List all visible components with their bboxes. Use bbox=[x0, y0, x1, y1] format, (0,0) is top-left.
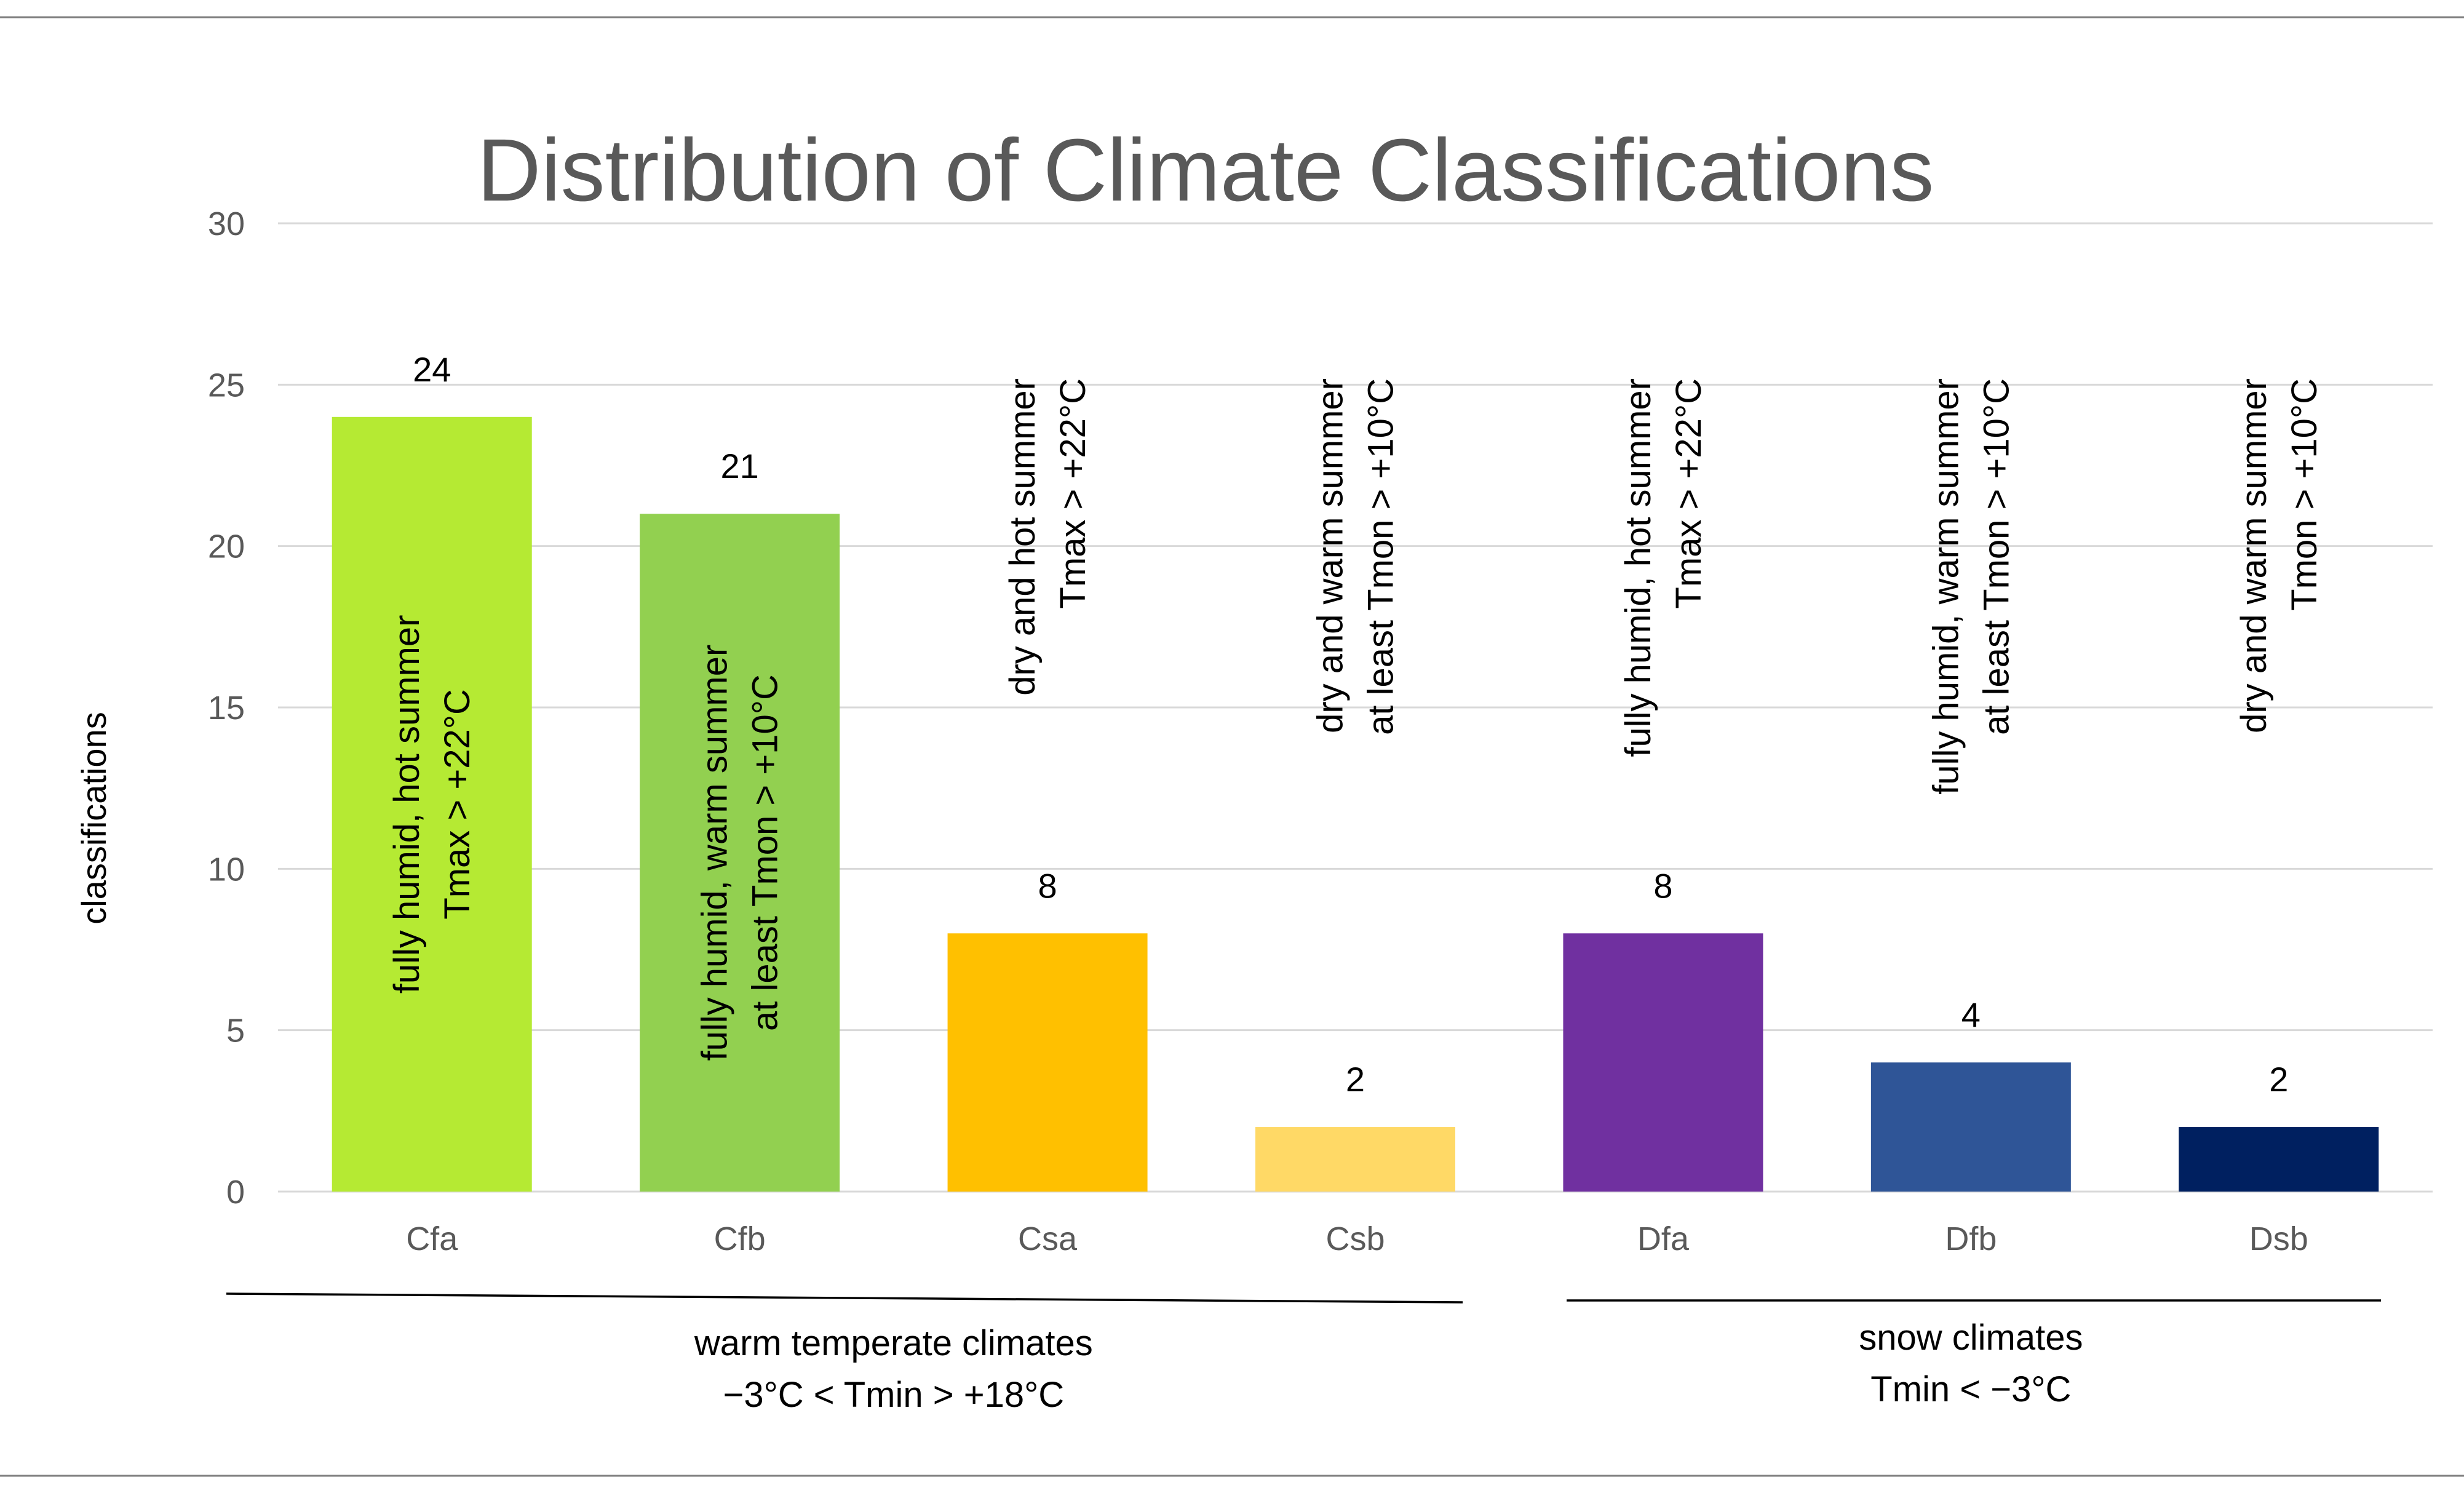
annotation-dsb: dry and warm summer Tmon > +10°C bbox=[2234, 378, 2324, 733]
y-axis-ticks: 0 5 10 15 20 25 30 bbox=[208, 205, 245, 1211]
data-label-dfa: 8 bbox=[1653, 866, 1672, 905]
y-tick-label-5: 5 bbox=[226, 1013, 245, 1049]
y-tick-label-25: 25 bbox=[208, 367, 245, 404]
bar-csa bbox=[947, 933, 1148, 1192]
x-tick-label-cfa: Cfa bbox=[406, 1220, 458, 1257]
annotation-cfa-line-1: fully humid, hot summer bbox=[387, 615, 427, 994]
y-tick-label-10: 10 bbox=[208, 851, 245, 888]
gridlines bbox=[278, 222, 2433, 1193]
data-labels: 24 21 8 2 8 4 2 bbox=[413, 350, 2288, 1099]
y-axis-title: classifications bbox=[74, 712, 113, 924]
y-tick-label-0: 0 bbox=[226, 1174, 245, 1211]
bar-csb bbox=[1255, 1127, 1455, 1192]
x-tick-label-dsb: Dsb bbox=[2249, 1220, 2308, 1257]
annotation-dsb-line-2: Tmon > +10°C bbox=[2284, 378, 2324, 611]
annotation-dfb: fully humid, warm summer at least Tmon > … bbox=[1926, 378, 2016, 795]
data-label-cfa: 24 bbox=[413, 350, 451, 389]
annotation-csb-line-1: dry and warm summer bbox=[1311, 378, 1351, 733]
data-label-csb: 2 bbox=[1346, 1060, 1365, 1099]
y-tick-label-20: 20 bbox=[208, 528, 245, 565]
annotation-dfa-line-1: fully humid, hot summer bbox=[1618, 378, 1658, 757]
group-line-warm-temperate-climates bbox=[226, 1292, 1463, 1304]
x-tick-label-cfb: Cfb bbox=[714, 1220, 766, 1257]
bar-cfb bbox=[640, 514, 840, 1192]
annotation-dsb-line-1: dry and warm summer bbox=[2234, 378, 2274, 733]
climate-groups: warm temperate climates −3°C < Tmin > +18… bbox=[226, 1292, 2381, 1415]
data-label-cfb: 21 bbox=[720, 447, 758, 485]
x-tick-label-dfb: Dfb bbox=[1945, 1220, 1997, 1257]
annotation-csa-line-1: dry and hot summer bbox=[1003, 378, 1043, 696]
annotation-cfb: fully humid, warm summer at least Tmon > … bbox=[695, 645, 785, 1061]
annotation-csb: dry and warm summer at least Tmon > +10°C bbox=[1311, 378, 1401, 735]
bar-dfa bbox=[1563, 933, 1763, 1192]
y-tick-label-30: 30 bbox=[208, 205, 245, 242]
annotation-dfb-line-1: fully humid, warm summer bbox=[1926, 378, 1966, 795]
data-label-dsb: 2 bbox=[2269, 1060, 2288, 1099]
bar-dfb bbox=[1870, 1062, 2071, 1192]
annotation-csa: dry and hot summer Tmax > +22°C bbox=[1003, 378, 1093, 696]
x-tick-label-csb: Csb bbox=[1325, 1220, 1385, 1257]
annotation-cfa-line-2: Tmax > +22°C bbox=[437, 689, 477, 920]
x-axis-ticks: Cfa Cfb Csa Csb Dfa Dfb Dsb bbox=[406, 1220, 2308, 1257]
annotation-dfa: fully humid, hot summer Tmax > +22°C bbox=[1618, 378, 1709, 757]
data-label-csa: 8 bbox=[1038, 866, 1057, 905]
bar-annotations: fully humid, hot summer Tmax > +22°C fully… bbox=[387, 378, 2324, 1061]
group-label-snow-climates-line-2: Tmin < −3°C bbox=[1870, 1369, 2071, 1409]
group-label-snow-climates-line-1: snow climates bbox=[1859, 1318, 2083, 1358]
annotation-cfa: fully humid, hot summer Tmax > +22°C bbox=[387, 615, 477, 994]
y-tick-label-15: 15 bbox=[208, 690, 245, 727]
group-label-warm-temperate-climates-line-1: warm temperate climates bbox=[694, 1323, 1093, 1363]
annotation-cfb-line-2: at least Tmon > +10°C bbox=[745, 674, 785, 1031]
x-tick-label-dfa: Dfa bbox=[1637, 1220, 1690, 1257]
bar-cfa bbox=[332, 416, 532, 1192]
annotation-dfb-line-2: at least Tmon > +10°C bbox=[1976, 378, 2016, 735]
annotation-csa-line-2: Tmax > +22°C bbox=[1053, 378, 1093, 609]
x-tick-label-csa: Csa bbox=[1018, 1220, 1078, 1257]
annotation-dfa-line-2: Tmax > +22°C bbox=[1669, 378, 1709, 609]
data-label-dfb: 4 bbox=[1961, 995, 1981, 1034]
chart-title: Distribution of Climate Classifications bbox=[477, 121, 1934, 220]
annotation-csb-line-2: at least Tmon > +10°C bbox=[1361, 378, 1401, 735]
bar-dsb bbox=[2179, 1127, 2379, 1192]
annotation-cfb-line-1: fully humid, warm summer bbox=[695, 645, 735, 1061]
group-label-warm-temperate-climates-line-2: −3°C < Tmin > +18°C bbox=[723, 1375, 1064, 1415]
bar-series bbox=[332, 416, 2379, 1192]
